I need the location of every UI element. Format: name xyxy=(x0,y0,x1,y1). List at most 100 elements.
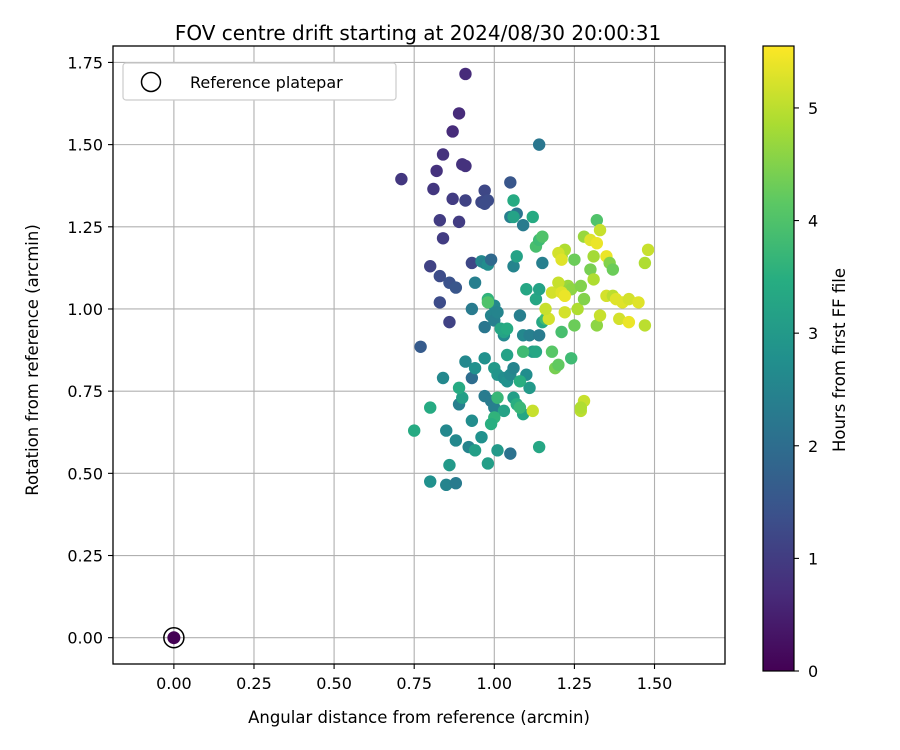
data-point xyxy=(407,424,421,437)
data-point xyxy=(558,289,571,303)
data-point xyxy=(526,210,539,224)
data-point xyxy=(587,250,600,263)
data-point xyxy=(552,358,565,372)
data-point xyxy=(520,283,533,296)
data-point xyxy=(552,276,565,289)
data-point xyxy=(507,361,520,375)
x-tick-label: 0.75 xyxy=(396,674,432,693)
data-point xyxy=(395,172,408,186)
legend-entry-reference: Reference platepar xyxy=(190,73,343,92)
data-point xyxy=(504,447,517,460)
x-tick-label: 1.50 xyxy=(637,674,673,693)
x-tick-label: 0.50 xyxy=(316,674,352,693)
x-axis-ticks: 0.00 0.25 0.50 0.75 1.00 1.25 1.50 xyxy=(156,664,672,693)
data-point xyxy=(481,457,495,470)
data-point xyxy=(638,256,652,270)
data-point xyxy=(529,292,543,306)
y-tick-label: 1.00 xyxy=(67,300,103,319)
data-point xyxy=(571,302,584,316)
data-point xyxy=(481,194,495,207)
data-point xyxy=(449,434,463,447)
data-point xyxy=(459,159,472,173)
colorbar-tick-label: 0 xyxy=(808,662,818,681)
data-point xyxy=(577,292,591,306)
data-point xyxy=(478,184,491,197)
data-point xyxy=(465,414,479,427)
data-point xyxy=(497,404,511,418)
data-point xyxy=(452,107,466,120)
data-point xyxy=(449,281,463,294)
data-point xyxy=(526,404,539,418)
data-point xyxy=(488,401,501,414)
data-point xyxy=(523,329,536,342)
reference-platepar-point xyxy=(167,631,181,645)
data-point xyxy=(632,296,645,309)
data-point xyxy=(433,214,447,227)
data-point xyxy=(507,210,520,224)
data-point xyxy=(536,256,549,270)
data-point xyxy=(459,67,472,81)
data-point xyxy=(641,243,655,257)
data-point xyxy=(459,355,472,368)
data-point xyxy=(481,296,495,309)
x-tick-label: 0.25 xyxy=(236,674,272,693)
data-point xyxy=(446,192,459,206)
data-point xyxy=(574,279,588,293)
reference-platepar-marker xyxy=(163,626,185,649)
colorbar-label: Hours from first FF file xyxy=(830,268,849,452)
data-point xyxy=(504,176,517,189)
data-point xyxy=(523,381,536,395)
data-point xyxy=(536,230,549,243)
data-point xyxy=(484,417,498,431)
data-point xyxy=(507,260,520,273)
data-point xyxy=(587,273,600,286)
data-point xyxy=(558,306,571,319)
data-point xyxy=(545,345,559,358)
data-point xyxy=(433,296,447,309)
data-point xyxy=(568,319,581,332)
data-point xyxy=(452,215,466,229)
data-point xyxy=(459,194,472,207)
data-point xyxy=(555,253,568,266)
y-axis-ticks: 0.00 0.25 0.50 0.75 1.00 1.25 1.50 1.75 xyxy=(67,53,113,648)
data-point xyxy=(443,458,456,472)
data-point xyxy=(590,319,604,332)
data-point xyxy=(507,194,520,207)
data-point xyxy=(593,223,607,237)
data-point xyxy=(491,306,504,319)
data-point xyxy=(539,302,552,316)
legend-box xyxy=(122,62,397,101)
data-point xyxy=(606,263,620,276)
y-tick-label: 0.25 xyxy=(67,547,103,566)
y-axis-label: Rotation from reference (arcmin) xyxy=(23,224,42,496)
data-point xyxy=(516,345,530,358)
data-point xyxy=(440,478,453,492)
y-tick-label: 1.75 xyxy=(67,53,103,72)
x-tick-label: 1.25 xyxy=(557,674,593,693)
data-point xyxy=(478,352,491,365)
x-tick-label: 0.00 xyxy=(156,674,192,693)
data-point xyxy=(436,148,450,161)
y-tick-label: 0.50 xyxy=(67,464,103,483)
data-point xyxy=(465,302,479,316)
data-points xyxy=(395,67,655,492)
data-point xyxy=(500,348,514,362)
data-point xyxy=(468,444,482,457)
data-point xyxy=(532,329,546,342)
legend-reference-marker xyxy=(140,71,162,93)
data-point xyxy=(513,375,527,388)
data-point xyxy=(590,237,604,250)
colorbar-tick-label: 2 xyxy=(808,437,818,456)
data-point xyxy=(584,263,597,276)
data-point xyxy=(443,315,456,329)
data-point xyxy=(424,260,437,273)
data-point xyxy=(513,401,527,414)
data-point xyxy=(478,320,491,334)
data-point xyxy=(424,475,437,488)
data-point xyxy=(622,292,636,306)
reference-marker-group xyxy=(163,626,185,649)
y-tick-label: 0.75 xyxy=(67,382,103,401)
x-axis-label: Angular distance from reference (arcmin) xyxy=(248,708,590,727)
